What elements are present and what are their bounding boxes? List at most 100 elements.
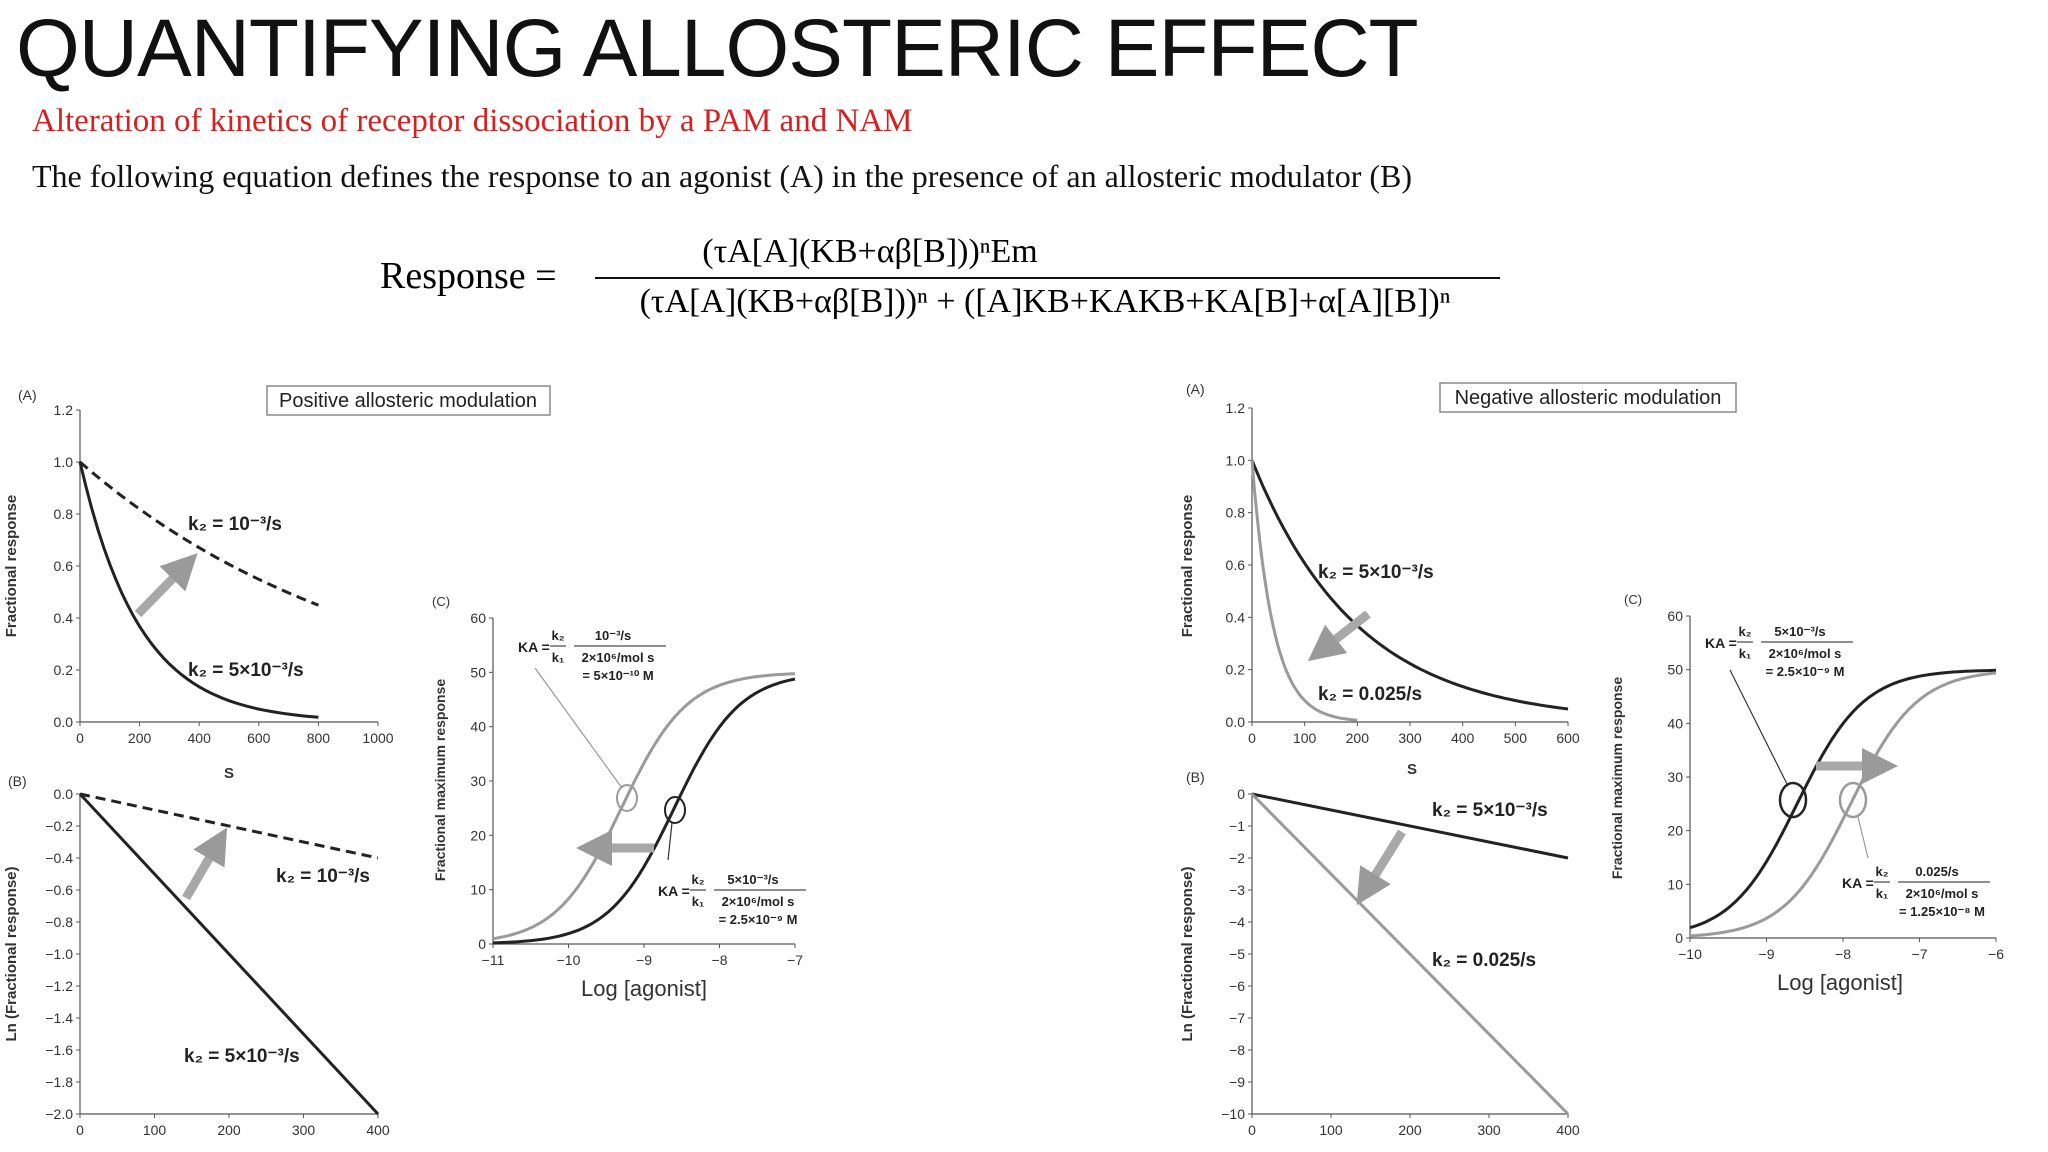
nam-b-ytick-label: −3 bbox=[1229, 882, 1245, 898]
figures: 0.00.20.40.60.81.01.20 200 400 600 800 1000(A… bbox=[3, 381, 2004, 1138]
pam-c-ka-dark-k1: k₁ bbox=[692, 894, 705, 909]
nam-a-ytick-label: 0.4 bbox=[1226, 609, 1246, 625]
pam-a-ytick-label: 0.8 bbox=[54, 506, 74, 522]
nam-c-ka-dark-den: 2×10⁶/mol s bbox=[1769, 646, 1842, 661]
nam-c-ytick-label: 10 bbox=[1667, 876, 1683, 892]
pam-b-xtick-label: 100 bbox=[143, 1122, 167, 1138]
pam-panel-a: 0.0 0.2 0.4 0.6 0.8 1.0 1.2 0 200 400 600 800 1000 (A… bbox=[3, 387, 394, 782]
pam-a-xtick-label: 1000 bbox=[362, 730, 393, 746]
pam-panel-c: 0 10 20 30 40 50 60 −11 −10 −9 −8 −7 (C) Fractional m… bbox=[432, 594, 806, 1001]
pam-b-label-slow: k₂ = 10⁻³/s bbox=[276, 866, 370, 887]
pam-c-ka-dark-num: 5×10⁻³/s bbox=[727, 872, 778, 887]
pam-a-label-fast: k₂ = 5×10⁻³/s bbox=[188, 660, 304, 681]
pam-heading: Positive allosteric modulation bbox=[279, 390, 537, 412]
nam-a-xtick-label: 300 bbox=[1398, 730, 1422, 746]
nam-panel-a: 0.0 0.2 0.4 0.6 0.8 1.0 1.2 0 100 200 300 400 500 600… bbox=[1179, 381, 1580, 778]
intro-text: The following equation defines the respo… bbox=[32, 158, 1413, 194]
pam-b-label-fast: k₂ = 5×10⁻³/s bbox=[184, 1046, 300, 1067]
nam-c-ka-dark-num: 5×10⁻³/s bbox=[1774, 624, 1825, 639]
pam-a-ytick-label: 1.2 bbox=[54, 402, 74, 418]
pam-b-ytick-label: 0.0 bbox=[54, 786, 74, 802]
pam-b-ytick-label: −1.6 bbox=[45, 1042, 73, 1058]
nam-b-light-line bbox=[1250, 792, 1570, 1116]
nam-b-ytick-label: −6 bbox=[1229, 978, 1245, 994]
pam-a-xtick-label: 600 bbox=[247, 730, 271, 746]
nam-c-xtick-label: −7 bbox=[1912, 946, 1928, 962]
pam-a-dashed-curve bbox=[79, 460, 319, 607]
pam-figure: 0.00.20.40.60.81.01.20 200 400 600 800 1000(A… bbox=[3, 385, 806, 1138]
pam-a-xtick-label: 800 bbox=[307, 730, 331, 746]
slide-subtitle: Alteration of kinetics of receptor disso… bbox=[32, 103, 913, 139]
nam-c-ka-dark-result: = 2.5×10⁻⁹ M bbox=[1766, 664, 1845, 679]
pam-b-ytick-label: −1.8 bbox=[45, 1074, 73, 1090]
nam-a-dark-curve bbox=[1250, 459, 1569, 711]
nam-c-xtick-label: −8 bbox=[1835, 946, 1851, 962]
pam-b-xtick-label: 200 bbox=[217, 1122, 241, 1138]
pam-c-xtick-label: −10 bbox=[557, 952, 581, 968]
pam-c-ka-light-lhs: KA = bbox=[518, 639, 550, 655]
nam-figure: 0.00.20.40.60.81.01.20 100 200 300 400 500 600… bbox=[1179, 381, 2004, 1138]
nam-b-ytick-label: −4 bbox=[1229, 914, 1245, 930]
nam-c-xtick-label: −9 bbox=[1759, 946, 1775, 962]
nam-c-xtick-label: −6 bbox=[1988, 946, 2004, 962]
nam-c-ytick-label: 20 bbox=[1667, 823, 1683, 839]
nam-b-dark-line bbox=[1251, 792, 1569, 860]
nam-b-ytick-label: −2 bbox=[1229, 850, 1245, 866]
nam-b-ytick-label: −5 bbox=[1229, 946, 1245, 962]
pam-b-letter: (B) bbox=[8, 773, 27, 789]
pam-c-xlabel: Log [agonist] bbox=[581, 976, 707, 1001]
nam-c-ylabel: Fractional maximum response bbox=[1609, 677, 1625, 880]
nam-c-light-ec50-marker bbox=[1838, 781, 1868, 819]
pam-c-ylabel: Fractional maximum response bbox=[432, 679, 448, 882]
pam-c-light-leader bbox=[534, 667, 623, 789]
nam-c-ytick-label: 30 bbox=[1667, 769, 1683, 785]
pam-panel-b: 0.0 −0.2 −0.4 −0.6 −0.8 −1.0 −1.2 −1.4 −1.6 −1.8 −… bbox=[3, 773, 390, 1138]
nam-c-ka-dark-lhs: KA = bbox=[1705, 635, 1737, 651]
pam-b-ylabel: Ln (Fractional response) bbox=[3, 866, 20, 1041]
equation-numerator: (τA[A](KB+αβ[B]))ⁿEm bbox=[702, 233, 1037, 270]
nam-a-xtick-label: 100 bbox=[1293, 730, 1317, 746]
pam-c-xtick-label: −7 bbox=[787, 952, 803, 968]
pam-a-letter: (A) bbox=[18, 387, 37, 403]
nam-a-xtick-label: 200 bbox=[1346, 730, 1370, 746]
nam-c-light-curve bbox=[1689, 671, 1997, 938]
pam-b-ytick-label: −0.8 bbox=[45, 914, 73, 930]
nam-a-xtick-label: 400 bbox=[1451, 730, 1475, 746]
nam-a-xtick-label: 0 bbox=[1248, 730, 1256, 746]
pam-b-dashed-line bbox=[79, 792, 379, 860]
nam-b-xtick-label: 200 bbox=[1398, 1122, 1422, 1138]
nam-c-dark-ec50-marker bbox=[1778, 781, 1808, 819]
nam-b-label-fast: k₂ = 0.025/s bbox=[1432, 950, 1536, 971]
pam-b-ytick-label: −0.2 bbox=[45, 818, 73, 834]
nam-b-xtick-label: 300 bbox=[1477, 1122, 1501, 1138]
nam-b-xtick-label: 100 bbox=[1319, 1122, 1343, 1138]
nam-c-xtick-label: −10 bbox=[1678, 946, 1702, 962]
pam-c-ytick-label: 60 bbox=[470, 610, 486, 626]
pam-b-ytick-label: −2.0 bbox=[45, 1106, 73, 1122]
pam-heading-box bbox=[266, 385, 551, 416]
nam-c-ka-dark-k2: k₂ bbox=[1738, 624, 1751, 639]
nam-b-ytick-label: −8 bbox=[1229, 1042, 1245, 1058]
equation-denominator: (τA[A](KB+αβ[B]))ⁿ + ([A]KB+KAKB+KA[B]+α… bbox=[640, 283, 1451, 320]
pam-c-ytick-label: 40 bbox=[470, 719, 486, 735]
nam-a-ytick-label: 0.6 bbox=[1226, 557, 1246, 573]
pam-b-xtick-label: 400 bbox=[366, 1122, 390, 1138]
nam-heading-box bbox=[1439, 382, 1737, 413]
response-equation: Response = (τA[A](KB+αβ[B]))ⁿEm (τA[A](K… bbox=[380, 233, 1500, 320]
nam-a-light-curve bbox=[1250, 460, 1358, 722]
nam-a-label-fast: k₂ = 0.025/s bbox=[1318, 684, 1422, 705]
pam-c-dark-curve bbox=[492, 677, 796, 945]
pam-c-ytick-label: 50 bbox=[470, 664, 486, 680]
pam-c-ka-light-k2: k₂ bbox=[551, 628, 564, 643]
pam-c-ytick-label: 30 bbox=[470, 773, 486, 789]
pam-c-ka-light-den: 2×10⁶/mol s bbox=[582, 650, 655, 665]
pam-c-ytick-label: 10 bbox=[470, 882, 486, 898]
nam-b-ylabel: Ln (Fractional response) bbox=[1179, 866, 1196, 1041]
pam-b-xtick-label: 300 bbox=[292, 1122, 316, 1138]
pam-c-xtick-label: −8 bbox=[712, 952, 728, 968]
pam-a-ytick-label: 0.2 bbox=[54, 662, 74, 678]
pam-a-ytick-label: 0.0 bbox=[54, 714, 74, 730]
pam-b-solid-line bbox=[78, 792, 380, 1116]
pam-c-xtick-label: −11 bbox=[482, 952, 505, 968]
nam-c-xlabel: Log [agonist] bbox=[1777, 970, 1903, 995]
